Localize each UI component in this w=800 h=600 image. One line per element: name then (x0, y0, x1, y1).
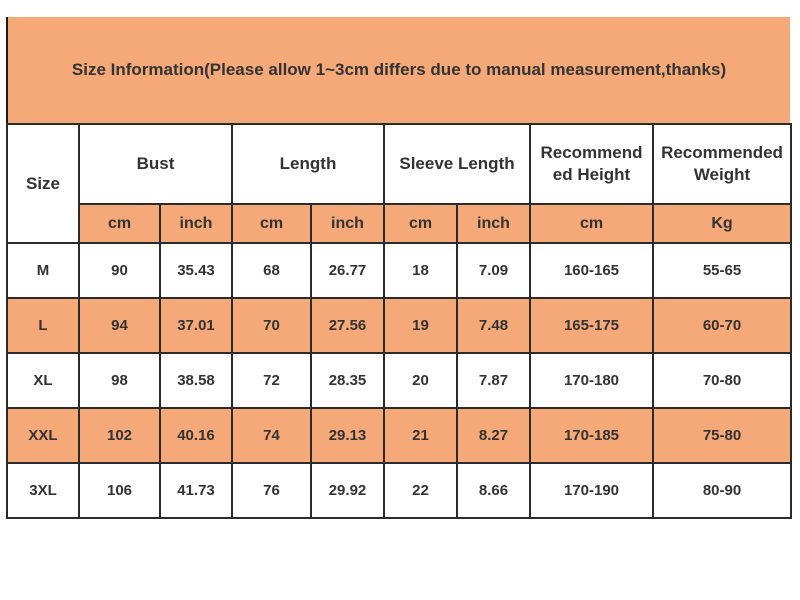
data-cell-length-cm: 72 (231, 352, 312, 409)
data-cell-weight: 55-65 (652, 242, 792, 299)
data-cell-sleeve-cm: 21 (383, 407, 458, 464)
column-header-bust: Bust (78, 123, 233, 205)
size-table: Size Bust Length Sleeve Length Recommend… (6, 123, 792, 519)
column-header-sleeve-length: Sleeve Length (383, 123, 531, 205)
page-title: Size Information(Please allow 1~3cm diff… (71, 60, 727, 79)
header-band: Size Information(Please allow 1~3cm diff… (6, 17, 790, 123)
data-cell-weight: 60-70 (652, 297, 792, 354)
data-cell-length-inch: 29.13 (310, 407, 385, 464)
data-cell-length-inch: 27.56 (310, 297, 385, 354)
data-cell-height: 170-185 (529, 407, 654, 464)
data-cell-bust-cm: 90 (78, 242, 161, 299)
data-cell-bust-cm: 102 (78, 407, 161, 464)
data-cell-length-inch: 26.77 (310, 242, 385, 299)
data-cell-height: 170-190 (529, 462, 654, 519)
data-cell-sleeve-inch: 7.09 (456, 242, 531, 299)
column-header-length: Length (231, 123, 385, 205)
subheader-length-inch: inch (310, 203, 385, 244)
data-cell-bust-cm: 98 (78, 352, 161, 409)
table-row-m: M 90 35.43 68 26.77 18 7.09 160-165 55-6… (6, 242, 792, 299)
column-header-size: Size (6, 123, 80, 244)
subheader-bust-inch: inch (159, 203, 233, 244)
data-cell-length-cm: 70 (231, 297, 312, 354)
size-cell: XXL (6, 407, 80, 464)
subheader-weight-kg: Kg (652, 203, 792, 244)
data-cell-bust-inch: 37.01 (159, 297, 233, 354)
data-cell-weight: 80-90 (652, 462, 792, 519)
data-cell-length-inch: 28.35 (310, 352, 385, 409)
table-row-3xl: 3XL 106 41.73 76 29.92 22 8.66 170-190 8… (6, 462, 792, 519)
subheader-sleeve-inch: inch (456, 203, 531, 244)
data-cell-sleeve-inch: 8.66 (456, 462, 531, 519)
subheader-sleeve-cm: cm (383, 203, 458, 244)
data-cell-bust-inch: 35.43 (159, 242, 233, 299)
data-cell-height: 160-165 (529, 242, 654, 299)
data-cell-sleeve-inch: 7.48 (456, 297, 531, 354)
table-row-xl: XL 98 38.58 72 28.35 20 7.87 170-180 70-… (6, 352, 792, 409)
subheader-length-cm: cm (231, 203, 312, 244)
data-cell-bust-inch: 41.73 (159, 462, 233, 519)
data-cell-sleeve-cm: 18 (383, 242, 458, 299)
size-cell: XL (6, 352, 80, 409)
data-cell-sleeve-cm: 19 (383, 297, 458, 354)
data-cell-sleeve-cm: 20 (383, 352, 458, 409)
size-cell: 3XL (6, 462, 80, 519)
size-cell: M (6, 242, 80, 299)
data-cell-sleeve-inch: 7.87 (456, 352, 531, 409)
data-cell-length-inch: 29.92 (310, 462, 385, 519)
size-cell: L (6, 297, 80, 354)
data-cell-weight: 70-80 (652, 352, 792, 409)
table-header-row: Size Bust Length Sleeve Length Recommend… (6, 123, 792, 244)
data-cell-bust-cm: 94 (78, 297, 161, 354)
table-subheader-row: cm inch cm inch cm inch cm Kg (7, 203, 792, 244)
data-cell-length-cm: 76 (231, 462, 312, 519)
data-cell-weight: 75-80 (652, 407, 792, 464)
data-cell-sleeve-cm: 22 (383, 462, 458, 519)
table-row-xxl: XXL 102 40.16 74 29.13 21 8.27 170-185 7… (6, 407, 792, 464)
data-cell-height: 170-180 (529, 352, 654, 409)
data-cell-bust-inch: 38.58 (159, 352, 233, 409)
data-cell-height: 165-175 (529, 297, 654, 354)
table-row-l: L 94 37.01 70 27.56 19 7.48 165-175 60-7… (6, 297, 792, 354)
data-cell-bust-cm: 106 (78, 462, 161, 519)
data-cell-length-cm: 68 (231, 242, 312, 299)
data-cell-bust-inch: 40.16 (159, 407, 233, 464)
column-header-recommended-weight: Recommended Weight (652, 123, 792, 205)
subheader-height-cm: cm (529, 203, 654, 244)
subheader-bust-cm: cm (78, 203, 161, 244)
data-cell-length-cm: 74 (231, 407, 312, 464)
data-cell-sleeve-inch: 8.27 (456, 407, 531, 464)
column-header-recommended-height: Recommend ed Height (529, 123, 654, 205)
